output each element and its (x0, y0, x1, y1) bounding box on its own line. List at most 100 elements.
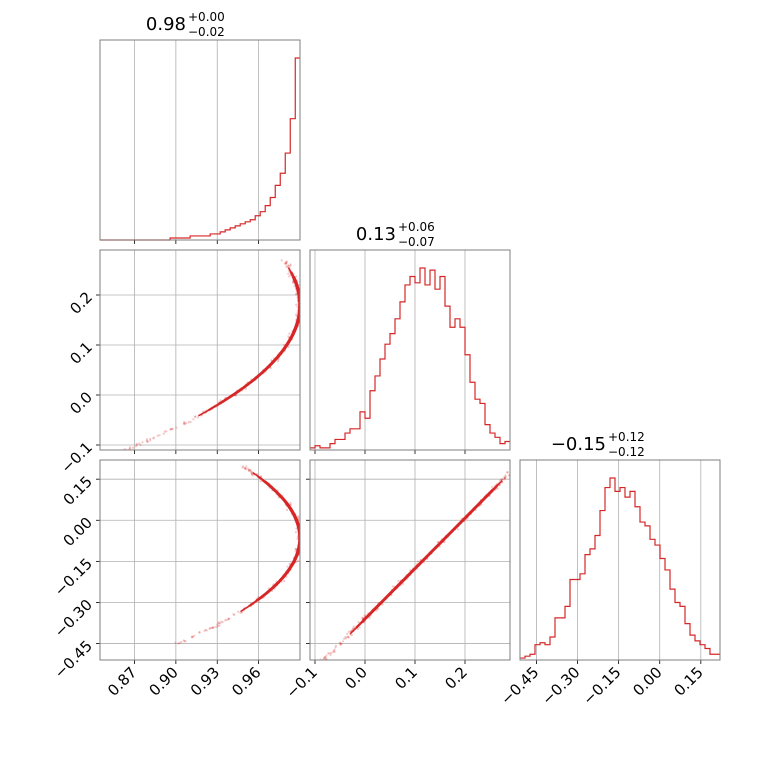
c12-point (146, 440, 149, 443)
c23-xtick-label-0: −0.1 (283, 663, 321, 701)
c13-point (209, 626, 212, 630)
c12-point (280, 259, 283, 262)
c13-point (250, 470, 254, 473)
c23-point (500, 478, 503, 481)
hist3-title: −0.15 +0.12−0.12 (551, 430, 645, 459)
c13-point (294, 548, 297, 551)
c13-point (203, 629, 206, 632)
c12-point (158, 434, 161, 437)
hist2-bin (480, 403, 485, 450)
c13-ytick-label-3: 0.00 (60, 514, 96, 550)
hist2-bin (445, 306, 450, 450)
hist2-bin (365, 418, 370, 450)
c13-point (236, 610, 240, 613)
c13-point (243, 467, 247, 470)
c13-point (220, 620, 223, 623)
c13-point (211, 626, 215, 629)
c23-point (334, 646, 337, 649)
c23-point (321, 662, 323, 664)
c13-point (242, 465, 245, 468)
c13-point (224, 619, 227, 622)
hist3-bin (635, 507, 640, 660)
c13-xtick-label-3: 0.96 (228, 663, 264, 699)
hist3-bin (555, 618, 560, 660)
c12-point (171, 427, 174, 430)
hist2-title-upper: +0.06 (398, 220, 435, 234)
c13-xtick-label-2: 0.93 (187, 663, 223, 699)
c23-point (358, 626, 361, 629)
c13-xtick-label-0: 0.87 (104, 663, 140, 699)
c23-point (502, 478, 506, 481)
c13-point (211, 626, 214, 629)
hist3-bin (625, 497, 630, 660)
c23-point (323, 661, 325, 663)
c13-point (249, 469, 252, 472)
hist2-bin (430, 270, 435, 450)
hist2-bin (455, 319, 460, 450)
c12-point (289, 263, 292, 266)
hist1-bin (190, 236, 195, 240)
c13-point (297, 515, 300, 518)
hist2-bin (470, 382, 475, 450)
c23-point (323, 655, 326, 659)
c12-point (128, 446, 132, 449)
c12-point (141, 441, 144, 444)
c13-point (204, 628, 207, 631)
hist1-bin (195, 236, 200, 240)
hist3-bin (700, 645, 705, 660)
hist3-bin (655, 545, 660, 660)
c12-point (285, 260, 288, 263)
c13-point (247, 467, 250, 470)
c12-contour-3 (209, 271, 300, 411)
c23-point (323, 656, 326, 660)
c23-point (503, 475, 506, 479)
c12-point (295, 293, 298, 296)
c13-point (225, 618, 228, 621)
hist3-bin (620, 488, 625, 660)
c13-point (300, 535, 302, 537)
hist2-bin (500, 444, 505, 450)
hist3-xtick-label-1: −0.30 (538, 663, 583, 708)
hist2-title-lower: −0.07 (398, 235, 435, 249)
c23-point (504, 474, 507, 477)
c12-point (300, 301, 302, 303)
c13-point (177, 642, 180, 645)
c12-point (289, 264, 292, 267)
hist3-bin (605, 488, 610, 660)
c12-point (145, 438, 149, 441)
c12-ytick-label-1: 0.0 (66, 388, 96, 418)
c12-point (244, 387, 248, 390)
c13-point (296, 537, 299, 541)
c12-point (234, 394, 238, 397)
hist2-bin (345, 433, 350, 450)
c12-point (276, 360, 279, 363)
hist3-bin (565, 606, 570, 660)
c13-point (300, 541, 302, 543)
hist1-frame (99, 39, 301, 241)
c12-point (295, 275, 298, 278)
c23-point (350, 633, 353, 637)
hist1-bin (265, 206, 270, 240)
hist2-bin (450, 327, 455, 450)
marks-layer (100, 57, 720, 664)
c23-point (342, 640, 345, 643)
c12-point (286, 266, 289, 269)
hist1-title-value: 0.98 (146, 14, 186, 35)
c12-point (287, 264, 290, 268)
hist3-bin (665, 570, 670, 660)
hist1-bin (230, 228, 235, 240)
c13-point (245, 468, 248, 471)
c13-point (210, 626, 213, 630)
hist2-bin (395, 319, 400, 450)
c13-point (259, 475, 263, 478)
c23-point (333, 648, 336, 651)
c23-point (361, 616, 364, 619)
hist1-bin (285, 153, 290, 240)
hist2-title: 0.13 +0.06−0.07 (356, 220, 435, 249)
c12-point (183, 421, 186, 424)
c23-frame (309, 459, 511, 661)
hist3-bin (600, 511, 605, 660)
c23-point (506, 471, 509, 474)
hist1-bin (280, 173, 285, 240)
